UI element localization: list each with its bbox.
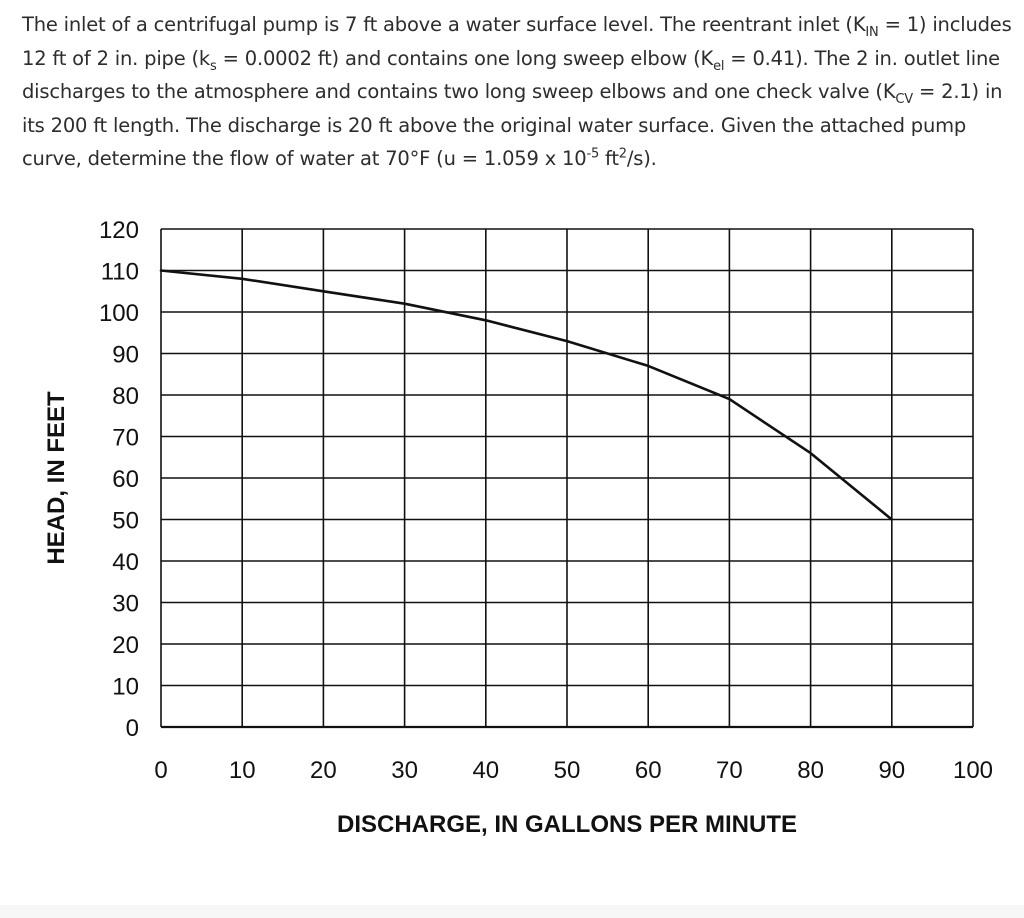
x-tick-label: 50	[554, 757, 581, 784]
y-tick-label: 90	[112, 342, 139, 369]
superscript-squared: 2	[618, 146, 627, 162]
subscript-in: IN	[865, 24, 879, 40]
y-tick-label: 60	[112, 466, 139, 493]
problem-text-1: The inlet of a centrifugal pump is 7 ft …	[22, 13, 866, 36]
y-tick-label: 110	[101, 259, 139, 286]
problem-text-5: = 2.1) in its 200 ft length. The dischar…	[22, 80, 1003, 170]
x-tick-label: 0	[154, 757, 167, 784]
y-tick-label: 70	[112, 425, 139, 452]
y-tick-label: 40	[112, 549, 139, 576]
page-bottom-band	[0, 905, 1024, 918]
series-layer	[159, 269, 894, 521]
problem-text-2: = 1) includes 12 ft of 2 in. pipe (k	[22, 13, 1012, 70]
y-tick-label: 120	[99, 217, 139, 244]
x-axis-title: DISCHARGE, IN GALLONS PER MINUTE	[337, 811, 797, 838]
subscript-el: el	[713, 58, 725, 74]
problem-text-6: ft	[599, 147, 619, 170]
y-tick-label: 20	[112, 632, 139, 659]
y-tick-label: 0	[126, 715, 139, 742]
y-tick-label: 100	[99, 300, 139, 327]
problem-text-7: /s).	[626, 147, 657, 170]
x-tick-label: 100	[953, 757, 993, 784]
pump-curve-line	[159, 269, 894, 521]
y-tick-label: 50	[112, 508, 139, 535]
problem-text-3: = 0.0002 ft) and contains one long sweep…	[216, 46, 714, 70]
x-tick-labels: 0 10 20 30 40 50 60 70 80 90 100	[154, 757, 993, 784]
subscript-cv: CV	[895, 91, 913, 107]
x-tick-label: 20	[310, 757, 337, 784]
x-tick-label: 70	[716, 757, 743, 784]
y-axis-title: HEAD, IN FEET	[43, 391, 70, 565]
x-tick-label: 30	[391, 757, 418, 784]
x-tick-label: 10	[229, 757, 256, 784]
x-tick-label: 90	[878, 757, 905, 784]
grid-layer	[160, 228, 974, 729]
y-tick-label: 80	[112, 383, 139, 410]
x-tick-label: 60	[635, 757, 662, 784]
problem-statement: The inlet of a centrifugal pump is 7 ft …	[22, 8, 1012, 176]
subscript-s: s	[210, 58, 217, 74]
y-tick-label: 30	[112, 591, 139, 618]
x-tick-label: 40	[472, 757, 499, 784]
superscript-exponent: -5	[586, 146, 600, 162]
y-tick-label: 10	[112, 674, 139, 701]
x-tick-label: 80	[797, 757, 824, 784]
problem-text-4: = 0.41). The 2 in. outlet line discharge…	[22, 46, 1000, 104]
